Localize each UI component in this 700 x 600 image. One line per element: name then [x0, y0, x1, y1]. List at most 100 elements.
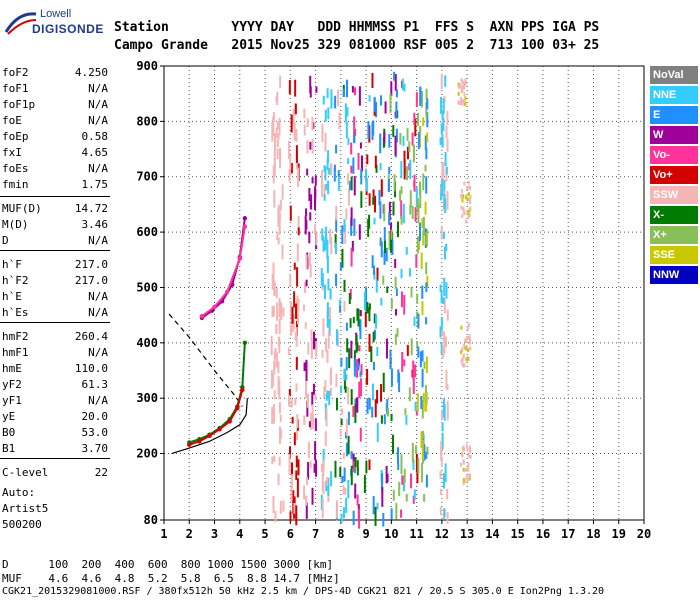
param-value: 14.72 — [74, 202, 108, 215]
logo-text-digisonde: DIGISONDE — [32, 22, 104, 36]
echo-mark — [311, 177, 314, 184]
echo-mark — [322, 460, 325, 477]
echo-mark — [273, 351, 276, 370]
echo-mark — [315, 341, 318, 358]
legend-item-noval: NoVal — [650, 66, 698, 84]
echo-mark — [421, 285, 424, 299]
param-row-hme: hmE 110.0 — [2, 362, 108, 378]
echo-mark — [329, 228, 332, 245]
echo-mark — [358, 381, 361, 399]
echo-mark — [388, 133, 391, 148]
echo-mark — [274, 134, 277, 151]
echo-mark — [290, 163, 293, 174]
param-name: foF1p — [2, 98, 36, 111]
echo-mark — [272, 262, 275, 281]
echo-mark — [344, 487, 347, 495]
echo-mark — [368, 193, 371, 206]
echo-mark — [421, 218, 424, 229]
echo-mark — [321, 177, 324, 197]
echo-mark — [423, 444, 426, 461]
y-tick-label: 200 — [136, 447, 158, 461]
echo-mark — [383, 240, 386, 254]
echo-mark — [381, 473, 384, 492]
echo-mark — [330, 163, 333, 176]
param-name: M(D) — [2, 218, 29, 231]
echo-mark — [293, 512, 296, 519]
echo-mark — [289, 273, 292, 287]
x-tick-label: 4 — [236, 527, 243, 541]
echo-mark — [413, 316, 416, 327]
echo-mark — [440, 226, 443, 240]
plot-frame — [163, 65, 645, 521]
echo-mark — [400, 454, 403, 475]
echo-mark — [442, 473, 445, 489]
echo-mark — [351, 86, 354, 93]
echo-mark — [466, 447, 469, 452]
echo-mark — [272, 305, 275, 317]
echo-mark — [373, 270, 376, 280]
echo-mark — [366, 368, 369, 385]
echo-mark — [330, 367, 333, 386]
echo-mark — [443, 193, 446, 210]
echo-mark — [461, 101, 464, 106]
echo-mark — [315, 232, 318, 246]
echo-mark — [467, 462, 470, 467]
trace-line-vo — [201, 226, 246, 318]
echo-mark — [469, 338, 472, 343]
echo-mark — [420, 90, 423, 108]
echo-mark — [287, 395, 290, 407]
x-tick-label: 13 — [460, 527, 474, 541]
echo-mark — [410, 286, 413, 298]
echo-mark — [290, 473, 293, 490]
y-tick-label: 80 — [144, 513, 158, 527]
echo-mark — [373, 313, 376, 324]
echo-mark — [289, 511, 292, 522]
echo-mark — [400, 509, 403, 518]
echo-mark — [363, 475, 366, 494]
echo-mark — [274, 510, 277, 523]
echo-mark — [295, 356, 298, 370]
echo-mark — [388, 212, 391, 226]
echo-mark — [273, 390, 276, 400]
echo-mark — [464, 96, 467, 101]
legend-item-sse: SSE — [650, 246, 698, 264]
echo-mark — [296, 308, 299, 325]
echo-mark — [419, 351, 422, 368]
echo-mark — [373, 329, 376, 340]
echo-mark — [295, 128, 298, 142]
echo-mark — [292, 314, 295, 330]
echo-mark — [356, 308, 359, 321]
echo-mark — [321, 124, 324, 143]
param-row-foes: foEs N/A — [2, 162, 108, 178]
echo-mark — [341, 225, 344, 245]
echo-mark — [291, 306, 294, 324]
echo-mark — [405, 493, 408, 502]
echo-mark — [328, 307, 331, 322]
echo-mark — [399, 190, 402, 201]
echo-mark — [412, 375, 415, 395]
echo-mark — [325, 415, 328, 425]
echo-mark — [444, 151, 447, 166]
echo-mark — [400, 161, 403, 179]
echo-mark — [308, 252, 311, 267]
echo-mark — [305, 361, 308, 381]
echo-mark — [278, 456, 281, 466]
echo-mark — [460, 99, 463, 104]
echo-mark — [327, 490, 330, 503]
echo-mark — [274, 347, 277, 359]
echo-mark — [390, 238, 393, 253]
echo-mark — [420, 395, 423, 410]
echo-mark — [402, 136, 405, 147]
echo-mark — [468, 473, 471, 478]
echo-mark — [307, 441, 310, 458]
echo-mark — [288, 80, 291, 95]
echo-mark — [442, 398, 445, 415]
echo-mark — [373, 96, 376, 112]
echo-mark — [419, 86, 422, 106]
y-tick-label: 800 — [136, 114, 158, 128]
echo-mark — [368, 95, 371, 102]
echo-mark — [415, 409, 418, 416]
echo-mark — [393, 71, 396, 81]
echo-mark — [464, 78, 467, 83]
